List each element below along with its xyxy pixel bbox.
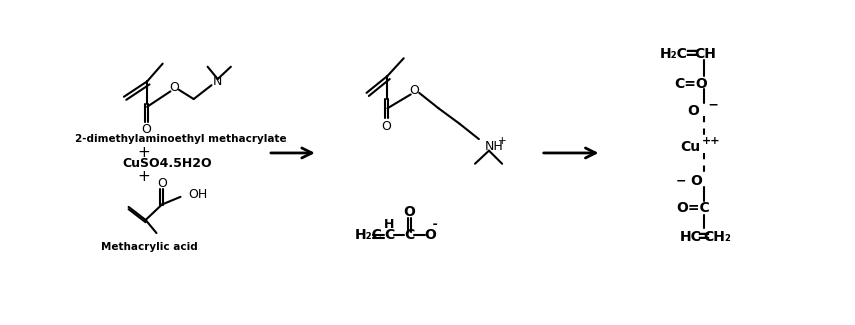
- Text: Methacrylic acid: Methacrylic acid: [101, 242, 198, 252]
- Text: NH: NH: [484, 140, 503, 153]
- Text: OH: OH: [188, 188, 208, 201]
- Text: O: O: [404, 205, 415, 219]
- Text: CH: CH: [694, 47, 716, 61]
- Text: 2-dimethylaminoethyl methacrylate: 2-dimethylaminoethyl methacrylate: [74, 134, 286, 144]
- Text: O: O: [410, 84, 420, 97]
- Text: −: −: [704, 99, 718, 112]
- Text: O: O: [690, 175, 702, 188]
- Text: C=O: C=O: [675, 77, 708, 91]
- Text: ¯: ¯: [432, 223, 438, 236]
- Text: O: O: [157, 177, 167, 190]
- Text: O: O: [687, 104, 699, 118]
- Text: −: −: [676, 175, 687, 188]
- Text: Cu: Cu: [681, 140, 700, 154]
- Text: H₂C: H₂C: [660, 47, 688, 61]
- Text: =: =: [684, 46, 699, 63]
- Text: O=C: O=C: [676, 202, 710, 215]
- Text: H: H: [384, 218, 394, 231]
- Text: +: +: [138, 169, 150, 184]
- Text: +: +: [498, 136, 506, 146]
- Text: H₂C: H₂C: [355, 228, 383, 242]
- Text: O: O: [141, 123, 151, 136]
- Text: +: +: [138, 146, 150, 161]
- Text: =: =: [697, 228, 711, 246]
- Text: O: O: [381, 120, 392, 133]
- Text: C: C: [384, 228, 394, 242]
- Text: CuSO4.5H2O: CuSO4.5H2O: [122, 157, 212, 170]
- Text: CH₂: CH₂: [704, 230, 732, 244]
- Text: C: C: [404, 228, 415, 242]
- Text: N: N: [213, 75, 222, 88]
- Text: ++: ++: [702, 136, 721, 146]
- Text: HC: HC: [680, 230, 701, 244]
- Text: O: O: [424, 228, 436, 242]
- Text: O: O: [169, 81, 180, 94]
